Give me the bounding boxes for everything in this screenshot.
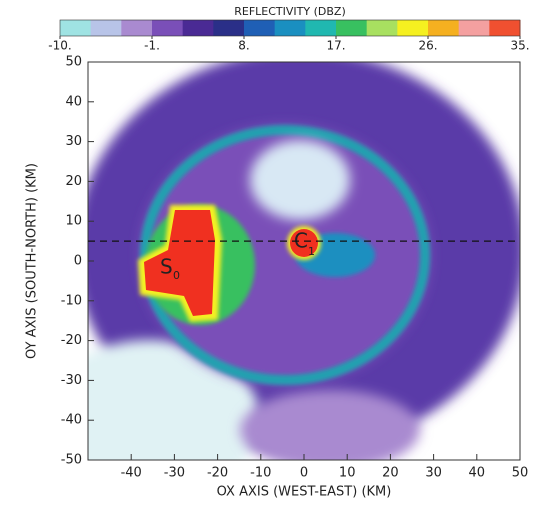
colorbar-tick-label: -1. [144, 39, 160, 53]
color-box [244, 20, 276, 36]
color-box [489, 20, 521, 36]
color-box [60, 20, 92, 36]
color-box [121, 20, 153, 36]
x-tick-label: 50 [512, 466, 529, 481]
annotation: C [294, 229, 308, 253]
weak-region [88, 340, 260, 460]
y-tick-label: 40 [65, 94, 82, 109]
color-box [458, 20, 490, 36]
weak-region [250, 140, 350, 220]
colorbar-tick-label: 35. [510, 39, 529, 53]
color-box [366, 20, 398, 36]
weak-region [240, 390, 420, 460]
colorbar-tick-label: 8. [238, 39, 249, 53]
colorbar-tick-label: 17. [326, 39, 345, 53]
y-tick-label: 20 [65, 174, 82, 189]
color-box [274, 20, 306, 36]
ring [140, 125, 430, 385]
x-tick-label: 0 [300, 466, 308, 481]
y-tick-label: 10 [65, 214, 82, 229]
color-box [305, 20, 337, 36]
x-tick-label: 30 [425, 466, 442, 481]
cell [290, 229, 318, 257]
y-tick-label: -10 [61, 293, 82, 308]
x-tick-label: 10 [339, 466, 356, 481]
annotation-sub: 1 [308, 245, 315, 258]
y-tick-label: 50 [65, 55, 82, 70]
color-box [182, 20, 214, 36]
x-axis-label: OX AXIS (WEST-EAST) (KM) [217, 485, 392, 500]
y-tick-label: 30 [65, 134, 82, 149]
x-tick-label: -20 [207, 466, 228, 481]
x-tick-label: -40 [121, 466, 142, 481]
storm-core [144, 210, 215, 316]
radar-field [88, 62, 520, 460]
y-tick-label: -30 [61, 373, 82, 388]
color-box [152, 20, 184, 36]
color-box [397, 20, 429, 36]
x-tick-label: -30 [164, 466, 185, 481]
x-tick-label: -10 [250, 466, 271, 481]
color-box [213, 20, 245, 36]
x-tick-label: 40 [469, 466, 486, 481]
color-box [428, 20, 460, 36]
annotation: S [160, 255, 173, 279]
y-tick-label: -50 [61, 453, 82, 468]
colorbar-frame [59, 19, 521, 37]
colorbar-tick-label: 26. [418, 39, 437, 53]
y-tick-label: -40 [61, 413, 82, 428]
y-tick-label: 0 [74, 254, 82, 269]
colorbar-tick-label: -10. [48, 39, 71, 53]
color-box [90, 20, 122, 36]
y-axis-label: OY AXIS (SOUTH-NORTH) (KM) [25, 163, 40, 359]
color-box [336, 20, 368, 36]
annotation-sub: 0 [173, 269, 180, 282]
y-tick-label: -20 [61, 333, 82, 348]
colorbar: -10. -1. 8. 17. 26. 35. [48, 19, 530, 53]
colorbar-title: REFLECTIVITY (DBZ) [234, 5, 345, 18]
x-tick-label: 20 [382, 466, 399, 481]
